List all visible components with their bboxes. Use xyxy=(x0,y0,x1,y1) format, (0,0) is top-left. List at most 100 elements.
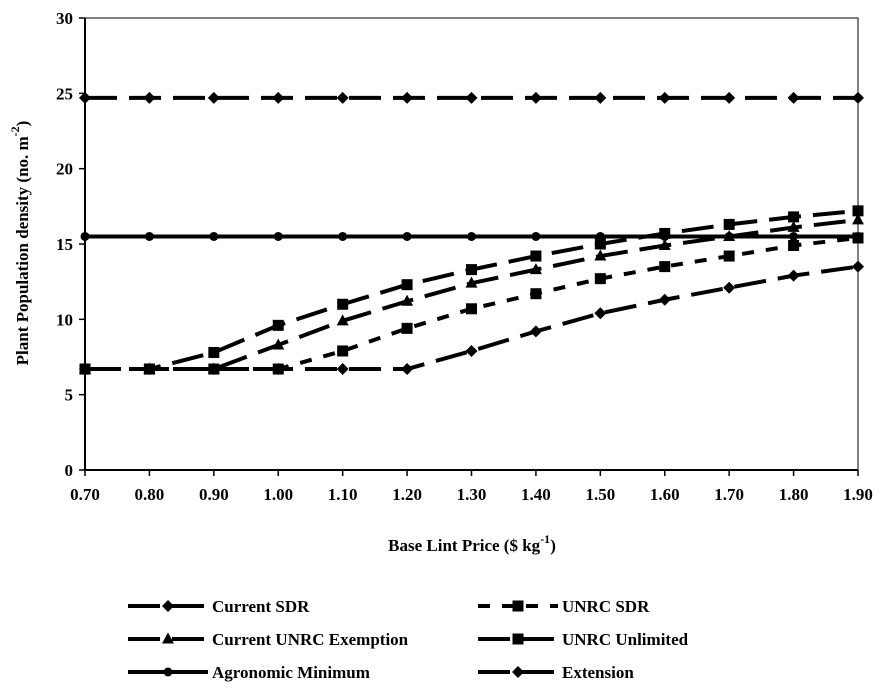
plot-frame xyxy=(84,17,859,471)
data-point xyxy=(852,213,864,225)
legend-swatch-marker xyxy=(512,600,524,612)
legend-item-1: Current SDR xyxy=(128,597,310,616)
data-point xyxy=(143,91,156,104)
legend-item-5: Agronomic Minimum xyxy=(128,663,370,682)
data-point xyxy=(788,240,800,252)
legend-swatch-marker xyxy=(512,633,524,645)
data-point xyxy=(788,211,800,223)
y-tick-label: 10 xyxy=(56,310,73,329)
x-tick-label: 1.60 xyxy=(650,485,680,504)
x-tick-label: 0.90 xyxy=(199,485,229,504)
data-point xyxy=(465,344,478,357)
x-tick-label: 1.30 xyxy=(457,485,487,504)
data-point xyxy=(272,319,284,331)
data-point xyxy=(658,239,671,251)
y-axis-title-main: Plant Population density (no. m xyxy=(13,136,32,365)
data-point xyxy=(273,231,283,241)
data-point xyxy=(594,91,607,104)
y-tick-label: 25 xyxy=(56,84,73,103)
x-tick-label: 1.70 xyxy=(714,485,744,504)
y-tick-label: 20 xyxy=(56,160,73,179)
data-point xyxy=(530,288,542,300)
data-point xyxy=(658,293,671,306)
y-axis-title-sup: -2 xyxy=(8,126,22,136)
legend: Current SDR UNRC SDR Current UNRC Exemptio… xyxy=(128,597,689,682)
data-point xyxy=(594,238,606,250)
data-point xyxy=(531,231,541,241)
data-point xyxy=(724,231,734,241)
data-point xyxy=(401,91,414,104)
legend-label: Current UNRC Exemption xyxy=(212,630,409,649)
y-axis-title-end: ) xyxy=(13,121,32,127)
y-tick-label: 0 xyxy=(65,461,74,480)
data-point xyxy=(853,231,863,241)
legend-label: Agronomic Minimum xyxy=(212,663,370,682)
data-point xyxy=(529,263,542,275)
data-point xyxy=(787,91,800,104)
legend-label: UNRC SDR xyxy=(562,597,650,616)
series-layer xyxy=(79,91,864,376)
data-point xyxy=(723,91,736,104)
data-point xyxy=(852,205,864,217)
x-axis-title-end: ) xyxy=(550,536,556,555)
legend-swatch-marker xyxy=(512,666,524,678)
legend-swatch-marker xyxy=(163,667,173,677)
legend-item-3: Current UNRC Exemption xyxy=(128,630,409,649)
data-point xyxy=(465,276,478,288)
data-point xyxy=(336,363,349,376)
data-point xyxy=(401,294,414,306)
legend-label: Extension xyxy=(562,663,634,682)
legend-item-6: Extension xyxy=(478,663,634,682)
y-tick-label: 15 xyxy=(56,235,73,254)
y-tick-label: 5 xyxy=(65,386,74,405)
data-point xyxy=(723,281,736,294)
legend-item-4: UNRC Unlimited xyxy=(478,630,689,649)
data-point xyxy=(465,91,478,104)
data-point xyxy=(658,91,671,104)
data-point xyxy=(529,91,542,104)
data-point xyxy=(336,91,349,104)
x-tick-label: 0.70 xyxy=(70,485,100,504)
plot-area xyxy=(84,17,859,471)
data-point xyxy=(530,250,542,262)
legend-swatch-marker xyxy=(162,600,174,612)
data-point xyxy=(207,362,220,374)
data-point xyxy=(207,91,220,104)
data-point xyxy=(467,231,476,241)
data-point xyxy=(336,314,349,326)
x-tick-label: 1.90 xyxy=(843,485,873,504)
legend-item-2: UNRC SDR xyxy=(478,597,650,616)
series-6 xyxy=(79,91,864,104)
y-tick-label: 30 xyxy=(56,9,73,28)
data-point xyxy=(789,231,799,241)
data-point xyxy=(401,279,413,291)
data-point xyxy=(594,273,606,285)
legend-label: UNRC Unlimited xyxy=(562,630,689,649)
x-axis-title: Base Lint Price ($ kg-1) xyxy=(388,532,556,555)
x-tick-label: 1.50 xyxy=(585,485,615,504)
x-tick-label: 1.00 xyxy=(263,485,293,504)
x-tick-label: 1.20 xyxy=(392,485,422,504)
data-point xyxy=(338,231,348,241)
data-point xyxy=(660,231,670,241)
data-point xyxy=(723,250,735,262)
x-tick-label: 0.80 xyxy=(135,485,165,504)
data-point xyxy=(337,298,349,310)
data-point xyxy=(337,345,349,357)
x-axis-title-sup: -1 xyxy=(540,532,550,546)
legend-swatch-marker xyxy=(162,632,174,644)
data-point xyxy=(466,303,477,315)
data-point xyxy=(143,363,155,375)
data-point xyxy=(787,220,800,232)
data-point xyxy=(401,322,413,334)
data-point xyxy=(466,264,477,276)
data-point xyxy=(401,363,414,376)
data-point xyxy=(787,269,800,282)
data-point xyxy=(659,261,671,273)
data-point xyxy=(272,363,284,375)
data-point xyxy=(594,307,607,320)
data-point xyxy=(595,231,605,241)
data-point xyxy=(144,231,154,241)
x-tick-label: 1.80 xyxy=(779,485,809,504)
